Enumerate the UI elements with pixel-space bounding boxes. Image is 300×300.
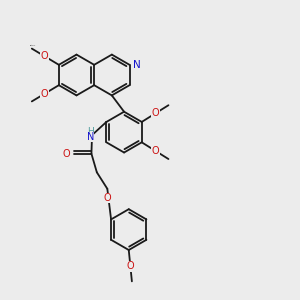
Text: methoxy: methoxy: [30, 44, 37, 46]
Text: O: O: [41, 89, 49, 99]
Text: O: O: [63, 149, 70, 159]
Text: H: H: [87, 127, 94, 136]
Text: N: N: [133, 60, 141, 70]
Text: O: O: [103, 193, 111, 203]
Text: N: N: [87, 132, 94, 142]
Text: O: O: [152, 146, 160, 156]
Text: O: O: [127, 261, 134, 272]
Text: O: O: [152, 108, 160, 118]
Text: O: O: [41, 51, 49, 61]
